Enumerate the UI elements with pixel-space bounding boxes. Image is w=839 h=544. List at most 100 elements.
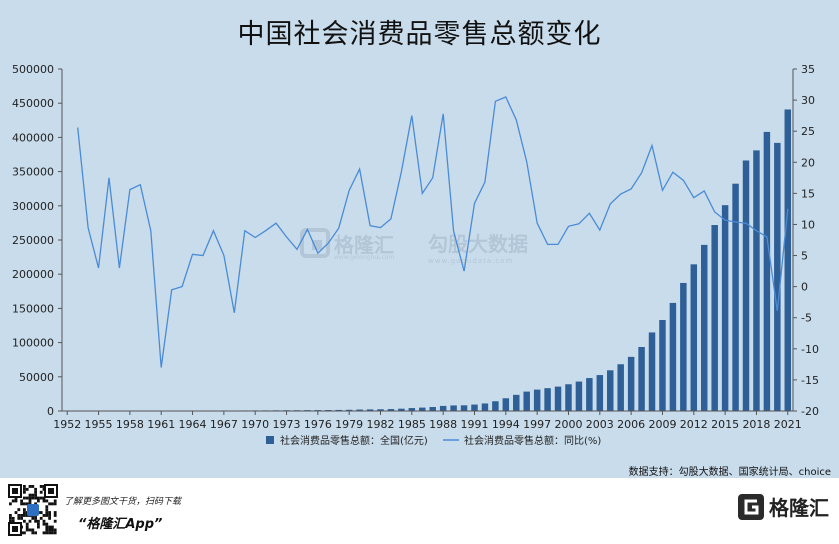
bar [638, 346, 645, 411]
x-tick-label: 1991 [460, 418, 488, 431]
bar [366, 409, 374, 411]
x-tick-label: 1973 [273, 418, 301, 431]
y-right-tick-label: 35 [801, 63, 815, 76]
bar [377, 409, 384, 411]
bar [513, 394, 520, 411]
y-left-tick-label: 150000 [12, 302, 54, 315]
x-tick-label: 1958 [116, 418, 144, 431]
x-tick-label: 1964 [179, 418, 207, 431]
qr-code-icon[interactable] [8, 484, 58, 536]
x-tick-label: 2021 [774, 418, 802, 431]
bar [387, 409, 395, 411]
bar [784, 109, 792, 412]
bar [565, 384, 572, 411]
bar [356, 409, 363, 411]
bar [523, 391, 530, 411]
y-left-tick-label: 100000 [12, 337, 54, 350]
x-tick-label: 1979 [335, 418, 363, 431]
app-name: “格隆汇App” [78, 517, 163, 532]
x-tick-label: 1988 [429, 418, 457, 431]
y-right-tick-label: 5 [801, 250, 808, 263]
x-tick-label: 1982 [367, 418, 395, 431]
bar [690, 264, 698, 411]
bar [711, 225, 718, 411]
y-right-tick-label: -10 [801, 343, 819, 356]
data-source: 数据支持：勾股大数据、国家统计局、choice [628, 467, 831, 478]
x-tick-label: 2000 [554, 418, 582, 431]
bar [345, 409, 353, 411]
watermark-text: 格隆汇 [334, 232, 394, 257]
watermark-url: www.gogudata.com [428, 257, 514, 265]
y-right-tick-label: -15 [801, 374, 819, 387]
bar [471, 404, 478, 411]
watermark-url: www.gelonghui.com [334, 254, 395, 261]
x-tick-label: 2015 [711, 418, 739, 431]
x-tick-label: 2018 [742, 418, 770, 431]
bar [659, 319, 666, 411]
bar-series [63, 109, 792, 412]
x-tick-label: 1970 [241, 418, 269, 431]
footer: 了解更多图文干货，扫码下载 “格隆汇App” 格隆汇 [0, 478, 839, 544]
bar [502, 398, 510, 411]
bar [450, 405, 457, 411]
bar [429, 407, 436, 411]
x-tick-label: 2012 [680, 418, 708, 431]
y-left-tick-label: 300000 [12, 200, 54, 213]
bar [408, 408, 416, 411]
bar [627, 356, 635, 411]
x-tick-label: 1952 [53, 418, 81, 431]
legend-entry-line: 社会消费品零售总额：同比(%) [464, 434, 601, 447]
bar [335, 409, 342, 411]
y-left-tick-label: 350000 [12, 166, 54, 179]
bar [763, 131, 771, 411]
x-tick-label: 1961 [147, 418, 175, 431]
bar [648, 332, 656, 411]
chart-area: 0 50000 100000 150000 200000 250000 300000 3500… [12, 63, 819, 447]
x-tick-label: 2003 [586, 418, 614, 431]
bar [700, 244, 708, 411]
axes: 0 50000 100000 150000 200000 250000 300000 3500… [12, 63, 819, 431]
x-tick-label: 1976 [304, 418, 332, 431]
x-tick-label: 1985 [398, 418, 426, 431]
watermark-text: 勾股大数据 [428, 232, 528, 256]
legend-bar-swatch [266, 436, 274, 444]
y-left-tick-label: 450000 [12, 97, 54, 110]
bar [544, 388, 551, 411]
chart-title: 中国社会消费品零售总额变化 [237, 19, 602, 50]
y-right-tick-label: 0 [801, 281, 808, 294]
bar [492, 401, 499, 411]
y-right-tick-label: 10 [801, 218, 815, 231]
y-left-tick-label: 200000 [12, 268, 54, 281]
bar [586, 378, 593, 411]
bar [554, 386, 562, 411]
y-left-tick-label: 400000 [12, 131, 54, 144]
bar [460, 405, 468, 411]
bar [533, 389, 541, 411]
bar [774, 142, 781, 411]
watermark-gogudata: 勾股大数据 www.gogudata.com [428, 228, 528, 265]
x-tick-label: 1994 [492, 418, 520, 431]
bar [680, 282, 687, 411]
legend-entry-bar: 社会消费品零售总额：全国(亿元) [280, 434, 428, 447]
bar [607, 370, 614, 411]
y-right-tick-label: 30 [801, 94, 815, 107]
watermark-gelonghui: 格隆汇 www.gelonghui.com [300, 228, 395, 261]
x-tick-label: 1997 [523, 418, 551, 431]
bar [617, 364, 624, 411]
bar [596, 375, 604, 411]
bar [419, 407, 426, 411]
x-tick-label: 1955 [85, 418, 113, 431]
bar [398, 408, 405, 411]
y-left-tick-label: 250000 [12, 234, 54, 247]
y-right-tick-label: 15 [801, 187, 815, 200]
line-series [77, 96, 789, 368]
y-right-tick-label: -20 [801, 405, 819, 418]
bar [721, 205, 729, 411]
x-tick-label: 2006 [617, 418, 645, 431]
bar [439, 405, 447, 411]
y-left-tick-label: 500000 [12, 63, 54, 76]
bar [575, 381, 583, 411]
y-left-tick-label: 50000 [19, 371, 54, 384]
gelonghui-logo-icon [738, 493, 764, 520]
y-right-tick-label: 25 [801, 125, 815, 138]
